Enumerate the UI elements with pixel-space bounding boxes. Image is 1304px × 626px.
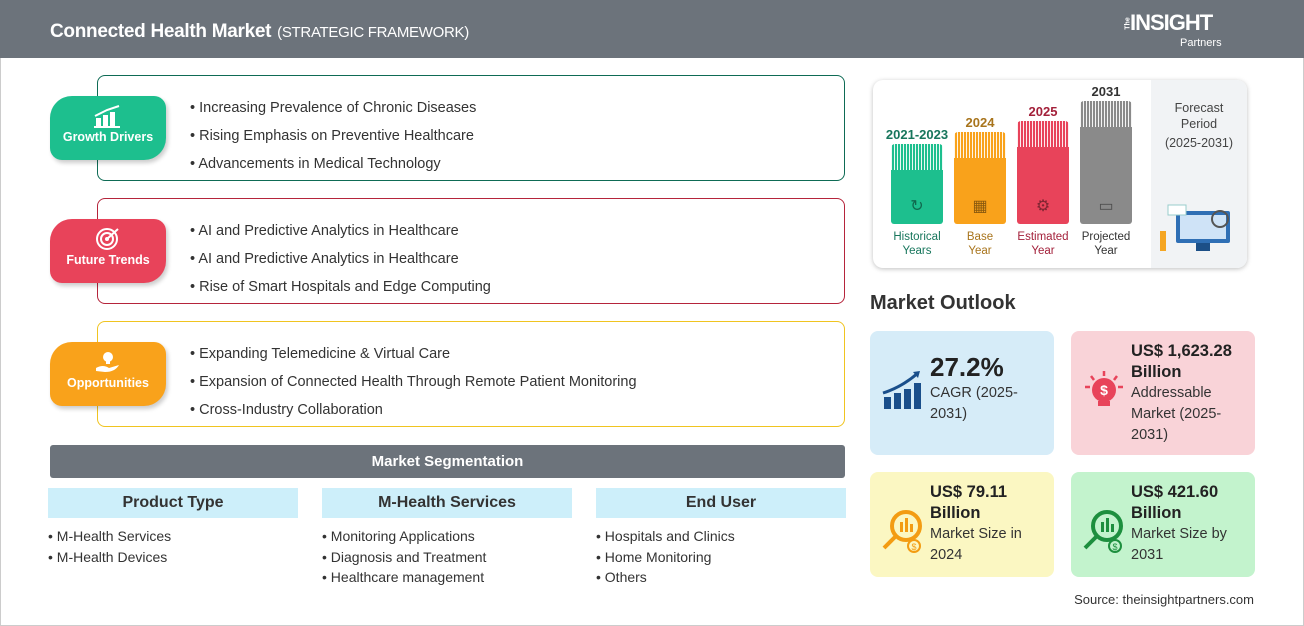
list-item: Advancements in Medical Technology xyxy=(190,150,476,178)
list-item: Rising Emphasis on Preventive Healthcare xyxy=(190,122,476,150)
segment-column: End User Hospitals and ClinicsHome Monito… xyxy=(596,488,846,588)
outlook-card: $ US$ 1,623.28 Billion Addressable Market … xyxy=(1071,331,1255,455)
logo: The INSIGHT Partners xyxy=(1124,10,1222,49)
section-opportunities: Expanding Telemedicine & Virtual CareExp… xyxy=(97,321,845,427)
header: Connected Health Market (STRATEGIC FRAMEW… xyxy=(0,0,1304,58)
outlook-desc: CAGR (2025-2031) xyxy=(930,385,1018,422)
outlook-card: 27.2% CAGR (2025-2031) xyxy=(870,331,1054,455)
outlook-value: US$ 1,623.28 Billion xyxy=(1131,342,1232,381)
target-icon xyxy=(50,227,166,251)
period-bar: ▭ xyxy=(1080,101,1132,224)
forecast-period: Forecast Period (2025-2031) xyxy=(1151,80,1247,268)
analytics-illustration-icon xyxy=(1160,204,1230,251)
presentation-chart-icon: ▭ xyxy=(1098,198,1114,215)
segment-header: M-Health Services xyxy=(322,488,572,518)
segment-item: Others xyxy=(596,567,846,588)
period-label: Projected Year xyxy=(1081,231,1131,257)
period-year: 2021-2023 xyxy=(885,127,949,142)
svg-text:$: $ xyxy=(1100,382,1108,398)
bar-chart-growth-icon xyxy=(50,104,166,128)
period-bar: ⚙ xyxy=(1017,121,1069,224)
outlook-card: $ US$ 79.11 Billion Market Size in 2024 xyxy=(870,472,1054,577)
segment-item: Healthcare management xyxy=(322,567,572,588)
badge-opportunities: Opportunities xyxy=(50,342,166,406)
outlook-value: US$ 421.60 Billion xyxy=(1131,483,1219,522)
segment-item: Hospitals and Clinics xyxy=(596,526,846,547)
period-year: 2031 xyxy=(1091,84,1121,99)
badge-label: Growth Drivers xyxy=(62,130,154,144)
svg-text:$: $ xyxy=(911,542,916,552)
svg-text:$: $ xyxy=(1112,542,1117,552)
segment-item: Diagnosis and Treatment xyxy=(322,547,572,568)
page-subtitle: (STRATEGIC FRAMEWORK) xyxy=(277,24,469,41)
page-title: Connected Health Market (STRATEGIC FRAMEW… xyxy=(50,21,469,42)
calendar-icon: ▦ xyxy=(972,198,988,215)
badge-future-trends: Future Trends xyxy=(50,219,166,283)
period-bar: ▦ xyxy=(954,132,1006,224)
lightbulb-hand-icon xyxy=(50,350,166,374)
segment-item: M-Health Services xyxy=(48,526,298,547)
list-item: Cross-Industry Collaboration xyxy=(190,396,637,424)
period-label: Base Year xyxy=(966,231,994,257)
section-growth-drivers: Increasing Prevalence of Chronic Disease… xyxy=(97,75,845,181)
badge-growth-drivers: Growth Drivers xyxy=(50,96,166,160)
period-year: 2024 xyxy=(965,115,995,130)
list-item: AI and Predictive Analytics in Healthcar… xyxy=(190,217,491,245)
analytics-gear-icon: ⚙ xyxy=(1035,198,1051,215)
outlook-desc: Addressable Market (2025-2031) xyxy=(1131,385,1222,443)
outlook-value: 27.2% xyxy=(930,352,1004,382)
badge-label: Opportunities xyxy=(67,376,149,390)
list-item: Expansion of Connected Health Through Re… xyxy=(190,368,636,396)
outlook-desc: Market Size in 2024 xyxy=(930,526,1022,563)
segment-column: Product Type M-Health ServicesM-Health De… xyxy=(48,488,298,567)
section-future-trends: AI and Predictive Analytics in Healthcar… xyxy=(97,198,845,304)
outlook-value: US$ 79.11 Billion xyxy=(930,483,1008,522)
outlook-desc: Market Size by 2031 xyxy=(1131,526,1227,563)
period-year: 2025 xyxy=(1028,104,1058,119)
segment-header: End User xyxy=(596,488,846,518)
list-item: Expanding Telemedicine & Virtual Care xyxy=(190,340,637,368)
badge-label: Future Trends xyxy=(66,253,150,267)
segment-column: M-Health Services Monitoring Applications… xyxy=(322,488,572,588)
list-item: Increasing Prevalence of Chronic Disease… xyxy=(190,94,476,122)
outlook-card: $ US$ 421.60 Billion Market Size by 2031 xyxy=(1071,472,1255,577)
period-bar: ↻ xyxy=(891,144,943,224)
segment-item: Home Monitoring xyxy=(596,547,846,568)
list-item: AI and Predictive Analytics in Healthcar… xyxy=(190,245,491,273)
segmentation-title: Market Segmentation xyxy=(50,445,845,478)
segment-header: Product Type xyxy=(48,488,298,518)
market-outlook-title: Market Outlook xyxy=(870,292,1016,314)
segment-item: M-Health Devices xyxy=(48,547,298,568)
list-item: Rise of Smart Hospitals and Edge Computi… xyxy=(190,273,491,301)
segment-item: Monitoring Applications xyxy=(322,526,572,547)
period-label: Historical Years xyxy=(893,231,941,257)
source-note: Source: theinsightpartners.com xyxy=(1074,592,1254,607)
history-clock-icon: ↻ xyxy=(910,198,924,215)
timeline-card: Forecast Period (2025-2031) 2021-2023 ↻ Hi… xyxy=(873,80,1247,268)
period-label: Estimated Year xyxy=(1017,231,1069,257)
